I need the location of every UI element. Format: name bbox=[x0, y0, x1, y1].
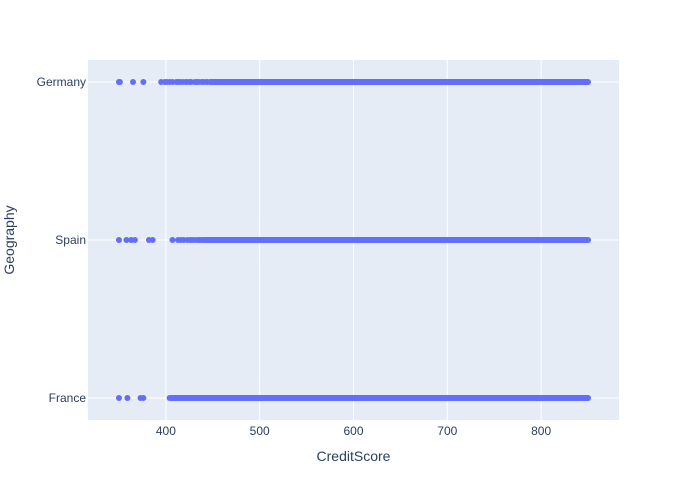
y-tick-label: France bbox=[49, 391, 87, 405]
data-point-band bbox=[206, 79, 592, 85]
x-tick-label: 700 bbox=[437, 424, 457, 438]
x-tick-label: 400 bbox=[156, 424, 176, 438]
x-tick-label: 800 bbox=[531, 424, 551, 438]
data-point bbox=[149, 237, 156, 243]
data-point bbox=[130, 79, 137, 85]
x-tick-label: 600 bbox=[343, 424, 363, 438]
data-points bbox=[115, 79, 592, 401]
data-point bbox=[123, 237, 130, 243]
y-axis-title: Geography bbox=[1, 205, 17, 274]
y-tick-label: Spain bbox=[55, 233, 86, 247]
x-axis-ticks: 400 500 600 700 800 bbox=[156, 424, 552, 438]
data-point bbox=[124, 395, 131, 401]
y-axis-ticks: France Spain Germany bbox=[37, 75, 87, 405]
data-point bbox=[115, 237, 122, 243]
data-point bbox=[140, 79, 147, 85]
x-tick-label: 500 bbox=[250, 424, 270, 438]
data-point bbox=[131, 237, 138, 243]
data-point-band bbox=[202, 237, 592, 243]
data-point bbox=[115, 395, 122, 401]
y-tick-label: Germany bbox=[37, 75, 86, 89]
data-point-band bbox=[166, 395, 592, 401]
data-point bbox=[140, 395, 147, 401]
data-point bbox=[169, 237, 176, 243]
x-axis-title: CreditScore bbox=[317, 448, 391, 464]
data-point bbox=[116, 79, 123, 85]
